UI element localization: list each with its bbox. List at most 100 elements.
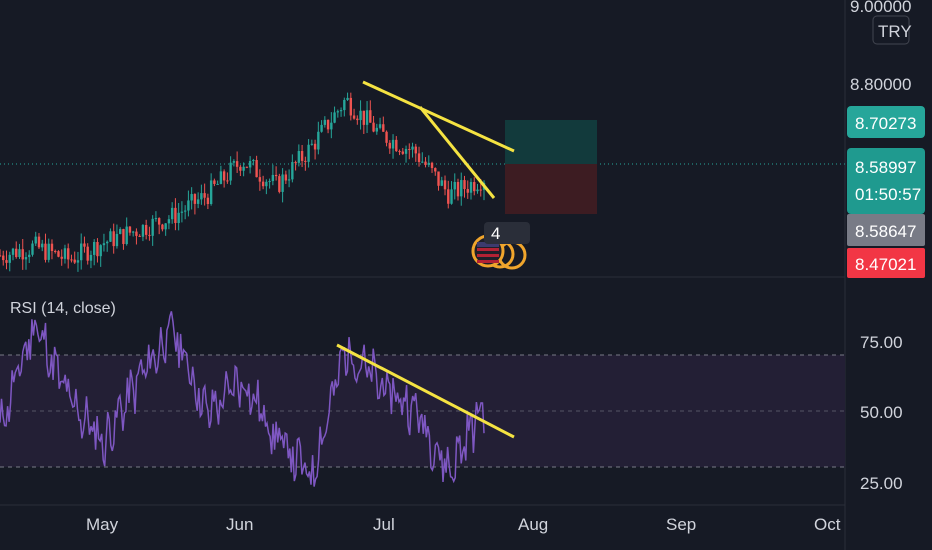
candle-body — [57, 251, 60, 257]
candle-body — [411, 146, 414, 150]
candle-body — [401, 151, 404, 154]
candle-body — [115, 233, 119, 247]
position-target-zone[interactable] — [505, 120, 597, 164]
candle-body — [284, 174, 288, 181]
candle-body — [83, 243, 86, 247]
candle-body — [330, 122, 333, 130]
candle-body — [372, 122, 375, 132]
candle-body — [265, 181, 268, 187]
candle-body — [70, 259, 73, 261]
candle-body — [177, 212, 180, 224]
candle-body — [105, 241, 109, 244]
candle-body — [206, 197, 210, 205]
candle-body — [125, 226, 128, 245]
candle-body — [408, 148, 411, 150]
currency-text: TRY — [878, 22, 912, 41]
candle-body — [161, 224, 164, 230]
time-label-may: May — [86, 515, 119, 534]
candle-body — [80, 243, 83, 261]
candle-body — [349, 97, 353, 116]
candle-body — [203, 193, 206, 198]
candle-body — [333, 112, 336, 123]
price-trendline-upper[interactable] — [362, 80, 515, 153]
candle-body — [463, 180, 466, 190]
candle-body — [304, 160, 307, 162]
candle-body — [148, 234, 151, 236]
gray-price-badge — [847, 214, 925, 246]
candle-body — [404, 148, 408, 154]
candle-body — [294, 162, 297, 164]
candle-body — [365, 110, 369, 125]
candle-body — [157, 218, 161, 225]
candle-body — [8, 254, 11, 263]
candle-body — [235, 161, 239, 167]
candle-body — [138, 235, 141, 237]
candle-body — [144, 224, 148, 235]
candle-body — [469, 182, 473, 193]
candle-body — [47, 243, 50, 260]
candle-body — [11, 248, 15, 255]
candle-body — [375, 127, 379, 132]
candle-body — [307, 144, 310, 162]
candle-body — [317, 131, 320, 150]
price-trendline-lower[interactable] — [418, 106, 496, 199]
economic-event-marker[interactable]: 4 — [471, 222, 530, 270]
candle-body — [167, 219, 171, 224]
rsi-series-line — [0, 311, 485, 487]
candle-body — [343, 99, 346, 111]
candle-body — [170, 207, 174, 220]
candle-body — [447, 189, 450, 204]
candles-group — [0, 92, 486, 272]
candle-body — [336, 111, 340, 113]
candle-body — [86, 246, 89, 261]
candle-body — [255, 160, 258, 178]
candle-body — [190, 194, 193, 201]
time-label-sep: Sep — [666, 515, 696, 534]
candle-body — [183, 210, 187, 212]
candle-body — [154, 218, 158, 220]
target-price-badge — [847, 106, 925, 138]
candle-body — [232, 161, 236, 163]
candle-body — [0, 255, 2, 257]
candle-body — [109, 231, 112, 242]
us-flag-canton — [477, 242, 499, 247]
candle-body — [73, 259, 76, 263]
candle-body — [346, 97, 349, 100]
currency-badge[interactable] — [872, 15, 910, 45]
candle-body — [34, 236, 37, 244]
candle-body — [313, 143, 317, 150]
candle-body — [131, 231, 135, 233]
candle-body — [60, 256, 63, 259]
candle-body — [141, 224, 145, 237]
candle-body — [151, 218, 154, 236]
candle-body — [278, 176, 281, 192]
candle-body — [398, 151, 401, 153]
candle-body — [24, 257, 28, 260]
candle-body — [326, 119, 330, 130]
candle-body — [196, 199, 200, 204]
candle-body — [320, 124, 323, 132]
candle-body — [248, 161, 252, 168]
candle-body — [226, 180, 229, 182]
candle-body — [118, 229, 122, 234]
candle-body — [15, 248, 18, 258]
candle-body — [21, 249, 24, 260]
candle-body — [128, 226, 132, 233]
rsi-label-25: 25.00 — [860, 474, 903, 493]
candle-body — [31, 243, 34, 255]
rsi-trendline[interactable] — [336, 343, 515, 439]
candle-body — [352, 115, 356, 119]
candle-body — [440, 180, 443, 186]
candle-body — [356, 118, 359, 121]
candle-body — [382, 124, 385, 132]
candle-body — [388, 142, 391, 149]
candle-body — [213, 180, 216, 184]
candle-body — [297, 151, 301, 163]
position-stop-zone[interactable] — [505, 164, 597, 214]
candle-body — [453, 182, 456, 190]
candle-body — [417, 153, 421, 163]
event-count-badge — [484, 222, 530, 244]
stop-price-badge — [847, 248, 925, 278]
time-label-jul: Jul — [373, 515, 395, 534]
